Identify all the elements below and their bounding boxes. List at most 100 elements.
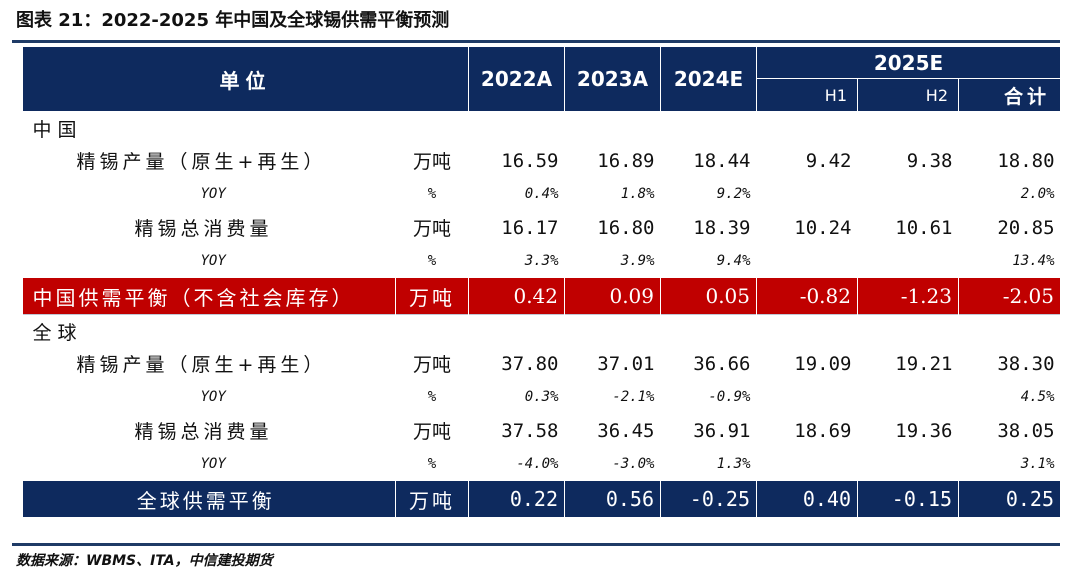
header-2022a: 2022A [468,46,565,112]
china-balance-row: 中国供需平衡（不含社会库存） 万吨 0.42 0.09 0.05 -0.82 -… [22,278,1062,315]
cell: 37.58 [501,419,559,442]
section-china: 中国 [22,111,1061,144]
header-total: 合计 [957,78,1062,112]
cell: -3.0% [612,456,655,472]
cell: 0.56 [564,481,661,517]
cell: 0.25 [958,481,1062,517]
cell: 18.39 [693,216,751,239]
cell: -1.23 [857,278,959,315]
cell: 3.1% [1020,456,1055,472]
cell: 3.3% [524,253,559,269]
table-row: YOY % 0.4% 1.8% 9.2% 2.0% [23,177,1061,211]
cell: 9.42 [805,149,852,172]
table-row: 精锡总消费量 万吨 37.58 36.45 36.91 18.69 19.36 … [23,414,1061,447]
row-unit: % [427,389,437,405]
cell: 18.69 [794,419,852,442]
cell: -0.82 [756,278,858,315]
cell: 0.3% [524,389,559,405]
cell: 16.89 [597,149,655,172]
cell: 16.17 [501,216,559,239]
cell: 2.0% [1020,186,1055,202]
table-row: YOY % -4.0% -3.0% 1.3% 3.1% [23,447,1061,481]
cell: 19.36 [895,419,953,442]
cell: 0.40 [756,481,858,517]
cell: 19.09 [794,352,852,375]
cell: 36.45 [597,419,655,442]
cell [858,380,959,414]
cell [858,447,959,481]
row-label: 全球供需平衡 [22,481,396,517]
row-label: 中国供需平衡（不含社会库存） [22,278,396,315]
cell: 3.9% [620,253,655,269]
table-row: YOY % 0.3% -2.1% -0.9% 4.5% [23,380,1061,414]
figure-title: 图表 21：2022-2025 年中国及全球锡供需平衡预测 [16,10,450,31]
header-h1: H1 [756,78,858,112]
row-label: YOY [200,456,226,472]
row-unit: 万吨 [412,151,451,173]
table-row: 精锡总消费量 万吨 16.17 16.80 18.39 10.24 10.61 … [23,211,1061,244]
header-2023a: 2023A [564,46,661,112]
supply-demand-table: 单位 2022A 2023A 2024E 2025E H1 H2 合计 中国 精… [22,46,1062,517]
global-balance-row: 全球供需平衡 万吨 0.22 0.56 -0.25 0.40 -0.15 0.2… [22,481,1062,517]
cell: 36.66 [693,352,751,375]
section-global: 全球 [22,314,1061,347]
cell: 9.4% [716,253,751,269]
cell: 1.3% [716,456,751,472]
bottom-rule [12,543,1060,546]
row-label: 精锡总消费量 [134,218,273,240]
row-unit: 万吨 [412,218,451,240]
row-unit: % [427,186,437,202]
source-note: 数据来源：WBMS、ITA，中信建投期货 [16,553,273,569]
cell: 0.05 [660,278,757,315]
cell [858,244,959,278]
row-label: YOY [200,389,226,405]
cell: -2.05 [958,278,1062,315]
row-unit: % [427,253,437,269]
cell: 9.38 [906,149,953,172]
table-row: 精锡产量（原生+再生） 万吨 16.59 16.89 18.44 9.42 9.… [23,144,1061,177]
cell: 38.30 [997,352,1055,375]
cell [757,380,858,414]
cell: 19.21 [895,352,953,375]
cell: -0.15 [857,481,959,517]
row-label: 精锡产量（原生+再生） [76,151,327,173]
cell: -0.9% [708,389,751,405]
cell: 10.24 [794,216,852,239]
cell: 16.59 [501,149,559,172]
cell: 9.2% [716,186,751,202]
cell: -4.0% [516,456,559,472]
cell: 0.09 [564,278,661,315]
row-label: YOY [200,186,226,202]
cell: 36.91 [693,419,751,442]
header-h2: H2 [857,78,959,112]
cell: 0.22 [468,481,565,517]
header-2025e: 2025E [755,46,1062,79]
cell [757,177,858,211]
row-unit: 万吨 [412,421,451,443]
cell [757,447,858,481]
row-unit: 万吨 [395,278,469,315]
header-unit: 单位 [22,46,469,112]
cell: 13.4% [1012,253,1055,269]
cell: 18.44 [693,149,751,172]
cell [757,244,858,278]
cell: 4.5% [1020,389,1055,405]
cell: 18.80 [997,149,1055,172]
cell: 1.8% [620,186,655,202]
cell: 0.42 [468,278,565,315]
cell: 38.05 [997,419,1055,442]
cell [858,177,959,211]
cell: 20.85 [997,216,1055,239]
row-unit: 万吨 [395,481,469,517]
header-2024e: 2024E [660,46,757,112]
cell: 10.61 [895,216,953,239]
cell: -0.25 [660,481,757,517]
cell: 37.01 [597,352,655,375]
cell: -2.1% [612,389,655,405]
cell: 0.4% [524,186,559,202]
table-row: 精锡产量（原生+再生） 万吨 37.80 37.01 36.66 19.09 1… [23,347,1061,380]
cell: 16.80 [597,216,655,239]
row-unit: 万吨 [412,354,451,376]
row-label: 精锡产量（原生+再生） [76,354,327,376]
top-rule [12,40,1060,43]
